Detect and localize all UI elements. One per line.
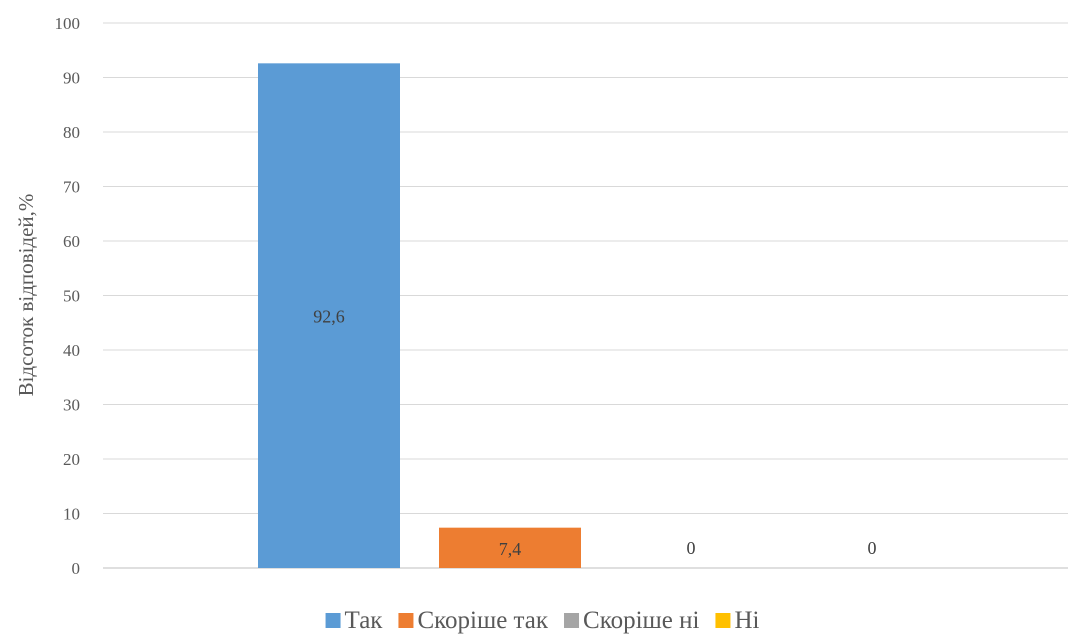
legend-label: Так <box>345 607 384 634</box>
legend-swatch <box>325 613 341 628</box>
legend-item: Ні <box>715 607 759 634</box>
legend: Так Скоріше так Скоріше ні Ні <box>325 607 759 634</box>
y-tick-label: 10 <box>63 505 80 524</box>
legend-swatch <box>564 613 580 628</box>
legend-swatch <box>398 613 414 628</box>
y-tick-label: 40 <box>63 341 80 360</box>
y-tick-label: 20 <box>63 450 80 469</box>
bar-2 <box>439 527 581 568</box>
y-axis-title: Відсоток відповідей,% <box>14 194 38 397</box>
data-labels: 92,6 7,4 0 0 <box>313 307 876 559</box>
legend-item: Скоріше ні <box>564 607 699 634</box>
legend-swatch <box>715 613 731 628</box>
data-label: 7,4 <box>499 539 522 559</box>
data-label: 0 <box>868 538 877 558</box>
y-tick-label: 70 <box>63 178 80 197</box>
y-tick-label: 90 <box>63 69 80 88</box>
gridlines <box>103 22 1068 569</box>
y-axis-tick-labels: 0 10 20 30 40 50 60 70 80 90 100 <box>55 14 81 578</box>
bars <box>258 63 581 568</box>
legend-label: Ні <box>734 607 759 634</box>
y-tick-label: 80 <box>63 123 80 142</box>
y-tick-label: 30 <box>63 396 80 415</box>
y-tick-label: 100 <box>55 14 81 33</box>
y-tick-label: 0 <box>72 559 81 578</box>
legend-item: Скоріше так <box>398 607 549 634</box>
legend-label: Скоріше ні <box>583 607 699 634</box>
legend-item: Так <box>325 607 384 634</box>
legend-label: Скоріше так <box>417 607 548 634</box>
bar-1 <box>258 63 400 568</box>
data-label: 0 <box>687 538 696 558</box>
y-tick-label: 50 <box>63 287 80 306</box>
data-label: 92,6 <box>313 307 345 327</box>
y-tick-label: 60 <box>63 232 80 251</box>
